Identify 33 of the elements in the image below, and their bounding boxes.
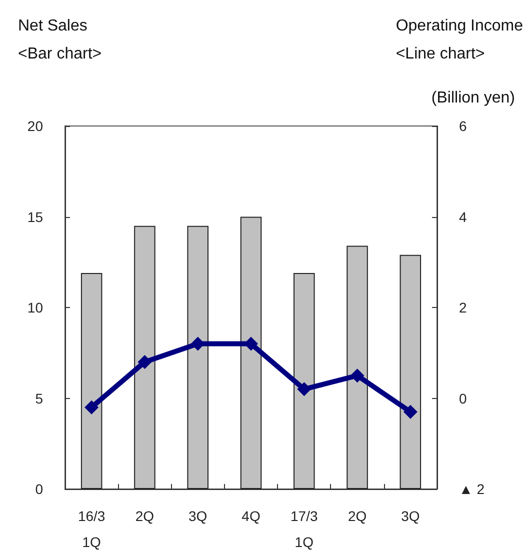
y-tick-label: 5: [35, 390, 44, 406]
x-tick-label: 3Q: [188, 508, 208, 524]
bar: [134, 226, 156, 489]
bar: [240, 216, 262, 489]
x-tick-label: 4Q: [242, 508, 260, 524]
y2-tick-label: 2: [459, 300, 467, 316]
y-tick-label: 10: [27, 300, 44, 316]
y2-tick-label: 0: [459, 390, 467, 406]
y2-tick-label: ▲ 2: [459, 481, 485, 497]
x-tick-label: 2Q: [348, 508, 367, 524]
point: [84, 400, 99, 414]
y-tick-label: 15: [27, 208, 44, 225]
point: [403, 404, 418, 419]
y-tick-label: 20: [27, 118, 44, 134]
bar: [187, 226, 208, 489]
point: [138, 354, 152, 369]
y2-axis-title: Operating Income <Line chart>: [396, 18, 523, 62]
bar: [80, 273, 102, 489]
y2-tick-label: 6: [459, 118, 467, 134]
bar: [400, 254, 422, 489]
point: [350, 368, 364, 383]
x-tick-label: 3Q: [401, 508, 420, 524]
text: (Billion yen): [431, 90, 516, 106]
y2-tick-label: 4: [459, 208, 467, 225]
x-tick-label: 17/3 1Q: [290, 508, 318, 550]
bar: [294, 273, 315, 489]
point: [244, 336, 258, 351]
y-axis-title: Net Sales <Bar chart>: [18, 18, 102, 62]
x-tick-label: 2Q: [135, 508, 154, 524]
point: [297, 382, 312, 396]
bar: [346, 246, 368, 489]
x-tick-label: 16/3 1Q: [78, 508, 106, 550]
y-tick-label: 0: [35, 481, 44, 497]
